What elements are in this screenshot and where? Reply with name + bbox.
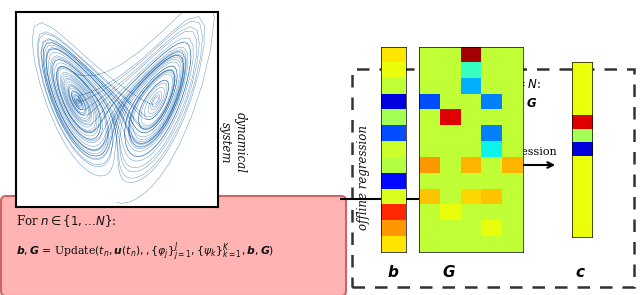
Text: $\boldsymbol{G}$: $\boldsymbol{G}$ (442, 264, 456, 280)
Text: dynamical
system: dynamical system (219, 112, 247, 173)
Text: offline regression: offline regression (356, 124, 369, 230)
Text: For $n \in \{1, \ldots N\}$:: For $n \in \{1, \ldots N\}$: (16, 213, 116, 229)
Text: $\boldsymbol{c}$: $\boldsymbol{c}$ (575, 266, 586, 280)
Text: $(t_n, \boldsymbol{u}(t_n))$: $(t_n, \boldsymbol{u}(t_n))$ (162, 135, 216, 151)
Text: $\boldsymbol{b}$: $\boldsymbol{b}$ (387, 264, 399, 280)
Text: When $n = N$:: When $n = N$: (468, 77, 541, 91)
Text: $\boldsymbol{b}, \boldsymbol{G}$ = Update$(t_n, \boldsymbol{u}(t_n), , \{\varphi: $\boldsymbol{b}, \boldsymbol{G}$ = Updat… (16, 241, 274, 264)
FancyBboxPatch shape (352, 69, 634, 287)
Text: export $\boldsymbol{b}$, $\boldsymbol{G}$: export $\boldsymbol{b}$, $\boldsymbol{G}… (468, 95, 537, 112)
FancyBboxPatch shape (1, 196, 346, 295)
Text: regression: regression (497, 147, 557, 157)
